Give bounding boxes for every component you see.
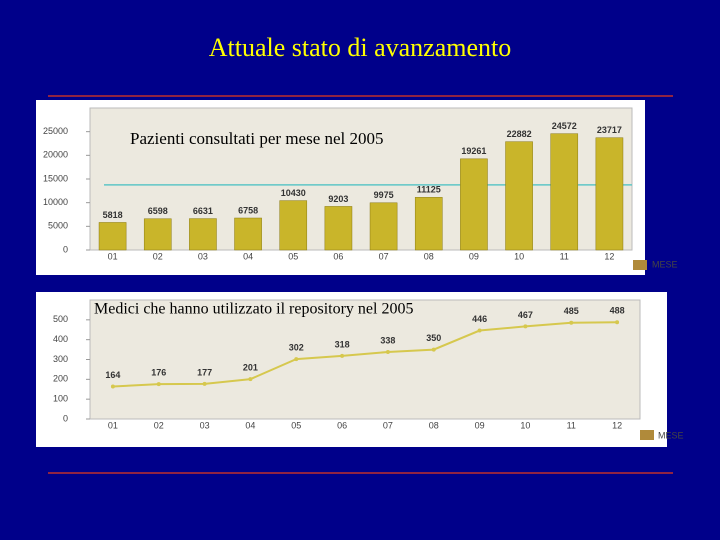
value-label: 6631 [193,206,213,216]
value-label: 177 [197,367,212,377]
plot-area [89,107,633,251]
value-label: 485 [564,306,579,316]
bar [550,133,579,251]
point [202,381,207,386]
bar [460,158,488,251]
value-label: 19261 [461,146,486,156]
y-tick-label: 20000 [43,150,68,160]
bar [324,206,353,251]
bar [234,217,262,251]
x-axis-label: MESE [658,430,684,440]
y-tick-label: 200 [53,374,68,384]
y-tick-label: 10000 [43,197,68,207]
y-tick-label: 400 [53,334,68,344]
x-tick-label: 09 [475,420,485,430]
point [248,377,253,382]
y-tick-label: 300 [53,354,68,364]
value-label: 176 [151,367,166,377]
point [294,357,299,362]
value-label: 5818 [103,210,123,220]
point [523,324,528,329]
x-tick-label: 12 [612,420,622,430]
chart-title: Pazienti consultati per mese nel 2005 [130,129,384,148]
value-label: 338 [380,335,395,345]
bar [369,202,398,251]
bar [143,218,172,251]
value-label: 302 [289,342,304,352]
point [431,347,436,352]
x-tick-label: 11 [560,251,569,261]
x-tick-label: 04 [243,251,253,261]
value-label: 22882 [507,129,532,139]
point [385,349,390,354]
x-tick-label: 02 [154,420,164,430]
x-tick-label: 01 [108,251,118,261]
value-label: 350 [426,333,441,343]
x-axis-label: MESE [652,259,678,269]
x-tick-label: 03 [198,251,208,261]
slide-title: Attuale stato di avanzamento [209,33,512,62]
x-tick-label: 07 [383,420,393,430]
x-tick-label: 05 [288,251,298,261]
x-tick-label: 01 [108,420,118,430]
y-tick-label: 0 [63,413,68,423]
x-tick-label: 10 [514,251,524,261]
value-label: 201 [243,363,258,373]
plot-area [89,299,641,420]
x-tick-label: 02 [153,251,163,261]
x-tick-label: 09 [469,251,479,261]
point [477,328,482,333]
bar [505,141,533,251]
line [112,321,618,388]
point [615,320,620,325]
y-tick-label: 100 [53,394,68,404]
value-label: 9975 [374,190,394,200]
point [569,320,574,325]
value-label: 24572 [552,121,577,131]
x-tick-label: 03 [200,420,210,430]
x-tick-label: 06 [333,251,343,261]
y-tick-label: 5000 [48,221,68,231]
value-label: 446 [472,314,487,324]
x-tick-label: 08 [429,420,439,430]
x-tick-label: 04 [245,420,255,430]
bar [595,137,624,251]
chart-title: Medici che hanno utilizzato il repositor… [94,301,413,318]
point [340,353,345,358]
value-label: 9203 [328,194,348,204]
y-tick-label: 15000 [43,173,68,183]
value-label: 318 [335,339,350,349]
bar [279,200,308,251]
point [156,382,161,387]
y-tick-label: 500 [53,314,68,324]
y-tick-label: 25000 [43,126,68,136]
bar [98,222,127,251]
point [110,384,115,389]
icon [640,430,654,440]
value-label: 11125 [417,185,441,195]
value-label: 10430 [281,188,306,198]
value-label: 164 [105,370,120,380]
value-label: 6758 [238,205,258,215]
value-label: 467 [518,310,533,320]
y-tick-label: 0 [63,244,68,254]
x-tick-label: 11 [567,420,576,430]
value-label: 23717 [597,125,622,135]
bar [414,197,443,251]
x-tick-label: 06 [337,420,347,430]
bar [189,218,217,251]
x-tick-label: 12 [604,251,614,261]
x-tick-label: 07 [379,251,389,261]
icon [633,260,647,270]
value-label: 6598 [148,206,168,216]
x-tick-label: 05 [291,420,301,430]
value-label: 488 [610,306,625,316]
x-tick-label: 10 [520,420,530,430]
x-tick-label: 08 [424,251,434,261]
